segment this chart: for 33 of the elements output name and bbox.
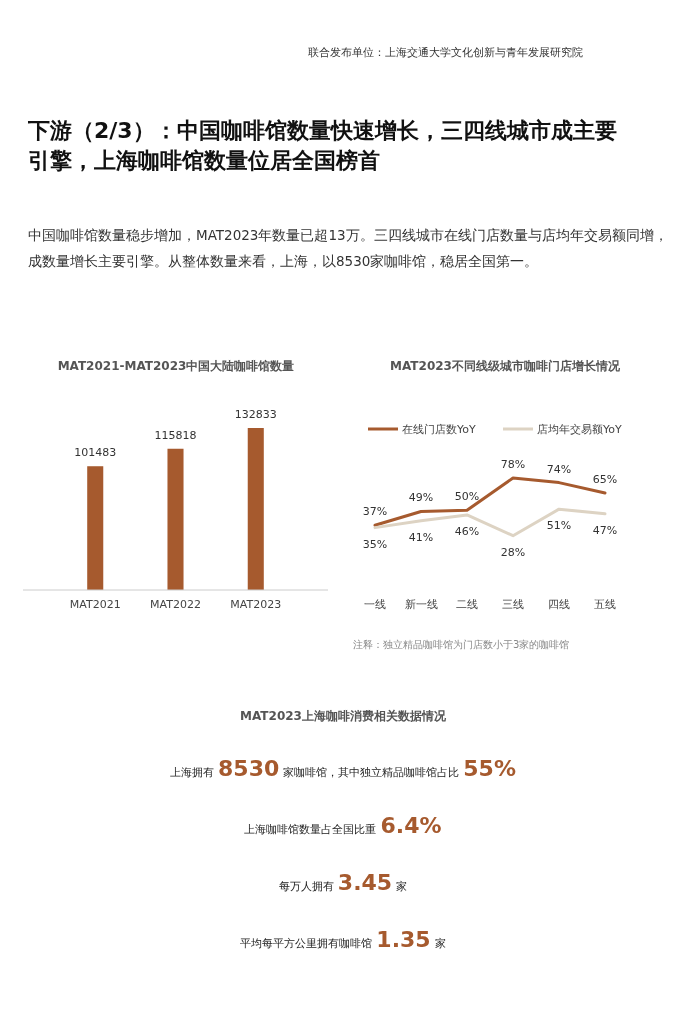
x-tick-label: 新一线: [404, 598, 438, 611]
data-label: 50%: [454, 490, 480, 504]
legend-label: 店均年交易额YoY: [537, 423, 622, 436]
text: 下游（2/3）：中国咖啡馆数量快速增长，三四线城市成主要引擎，上海咖啡馆数量位居全国榜首: [27, 118, 617, 173]
data-label: 46%: [454, 524, 480, 538]
x-tick-label: 二线: [456, 598, 478, 611]
text: 中国咖啡馆数量稳步增加，MAT2023年数量已超13万。三四线城市在线门店数量与店均年交易额同增，成数量增长主要引擎。从整体数量来看，上海，以8530家咖啡馆，稳居全国第一。: [28, 227, 668, 269]
data-label: 49%: [408, 491, 434, 505]
x-tick-label: 四线: [548, 598, 570, 611]
data-label: 37%: [362, 505, 388, 519]
data-label: 78%: [500, 458, 526, 471]
x-tick-label: MAT2022: [150, 598, 201, 611]
data-label: 51%: [546, 519, 572, 533]
data-label: 65%: [592, 473, 618, 486]
x-tick-label: 一线: [364, 598, 386, 611]
x-tick-label: 三线: [502, 598, 524, 611]
data-label: 101483: [74, 446, 117, 460]
data-label: 115818: [154, 428, 197, 442]
text: 注释：独立精品咖啡馆为门店数小于3家的咖啡馆: [353, 639, 570, 650]
data-label: 35%: [362, 537, 388, 551]
chart-title: MAT2023不同线级城市咖啡门店增长情况: [390, 359, 621, 373]
data-label: 41%: [408, 530, 434, 544]
text: 联合发布单位：上海交通大学文化创新与青年发展研究院: [308, 46, 583, 59]
data-label: 132833: [234, 408, 277, 421]
data-label: 74%: [546, 462, 572, 476]
x-tick-label: MAT2021: [69, 598, 121, 611]
legend-label: 在线门店数YoY: [402, 423, 476, 436]
data-label: 28%: [500, 545, 526, 559]
text: MAT2023上海咖啡消费相关数据情况: [240, 709, 447, 723]
data-label: 47%: [592, 523, 618, 537]
chart-title: MAT2021-MAT2023中国大陆咖啡馆数量: [57, 359, 295, 373]
x-tick-label: 五线: [594, 598, 616, 611]
x-tick-label: MAT2023: [230, 598, 282, 611]
